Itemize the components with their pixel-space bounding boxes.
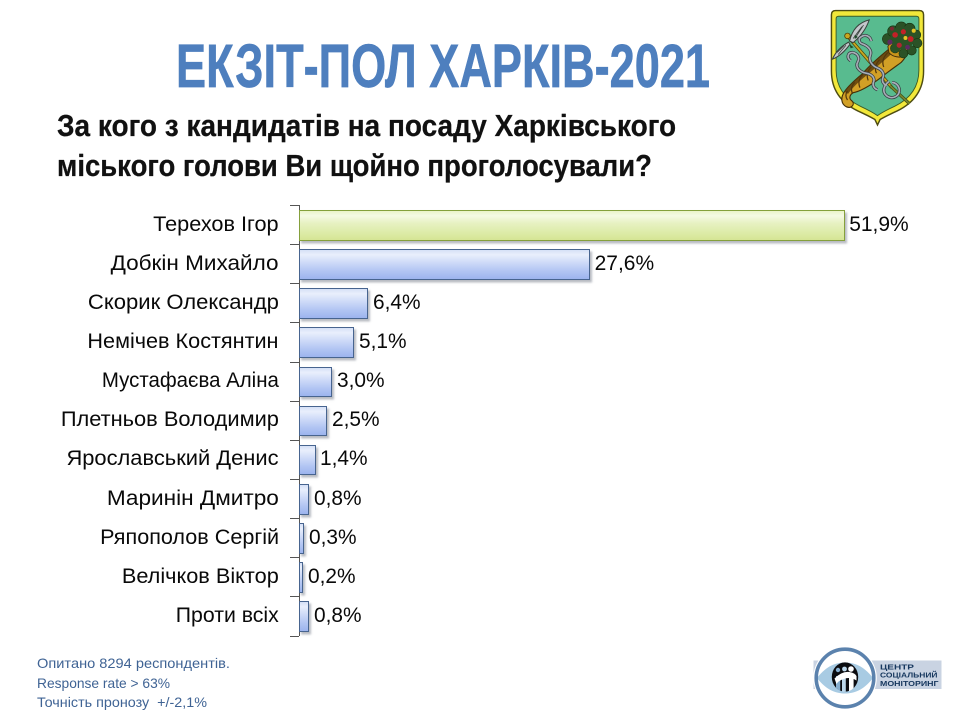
svg-text:МОНІТОРИНГ: МОНІТОРИНГ	[880, 681, 939, 688]
svg-text:СОЦІАЛЬНИЙ: СОЦІАЛЬНИЙ	[880, 671, 938, 680]
svg-text:ЦЕНТР: ЦЕНТР	[880, 664, 914, 671]
